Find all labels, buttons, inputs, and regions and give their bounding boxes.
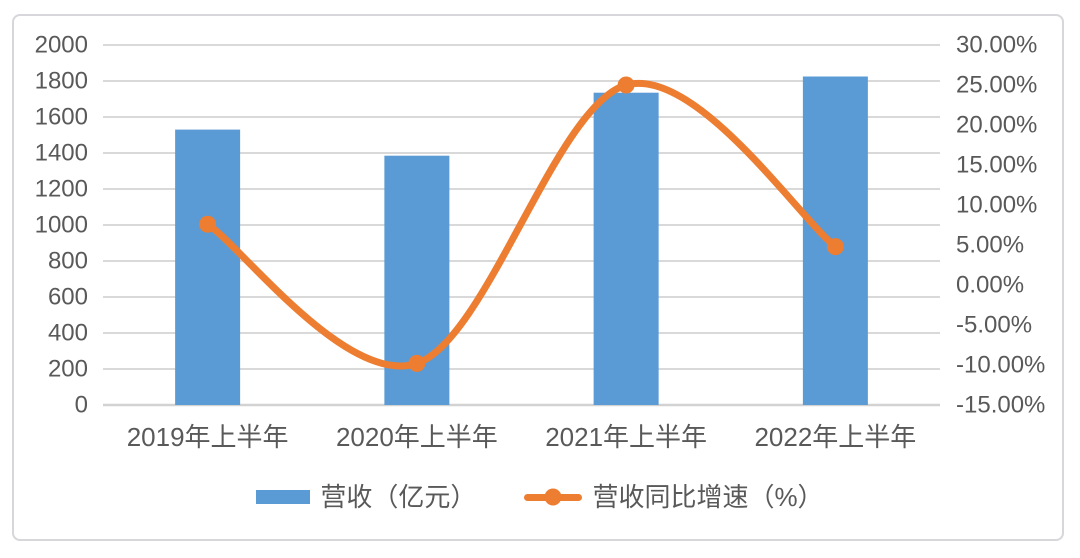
svg-text:10.00%: 10.00% (956, 192, 1037, 219)
svg-text:15.00%: 15.00% (956, 152, 1037, 179)
svg-text:1000: 1000 (35, 212, 88, 239)
svg-text:1600: 1600 (35, 104, 88, 131)
svg-text:2020年上半年: 2020年上半年 (336, 422, 498, 452)
svg-text:-10.00%: -10.00% (956, 352, 1045, 379)
legend: 营收（亿元） 营收同比增速（%） (0, 484, 1080, 510)
legend-label-revenue: 营收（亿元） (320, 482, 477, 512)
legend-label-growth: 营收同比增速（%） (592, 482, 824, 512)
svg-text:-15.00%: -15.00% (956, 392, 1045, 419)
bar-series-swatch-icon (256, 490, 311, 504)
svg-text:-5.00%: -5.00% (956, 312, 1032, 339)
svg-text:5.00%: 5.00% (956, 232, 1024, 259)
svg-text:1200: 1200 (35, 176, 88, 203)
svg-text:20.00%: 20.00% (956, 112, 1037, 139)
svg-text:2021年上半年: 2021年上半年 (545, 422, 707, 452)
line-series-swatch-icon (524, 488, 583, 506)
svg-text:800: 800 (48, 248, 88, 275)
line-marker-icon (544, 488, 562, 506)
svg-text:2022年上半年: 2022年上半年 (754, 422, 916, 452)
svg-text:1800: 1800 (35, 68, 88, 95)
svg-text:200: 200 (48, 356, 88, 383)
svg-text:600: 600 (48, 284, 88, 311)
svg-text:0: 0 (75, 392, 88, 419)
svg-text:2000: 2000 (35, 32, 88, 59)
svg-text:25.00%: 25.00% (956, 72, 1037, 99)
svg-text:1400: 1400 (35, 140, 88, 167)
svg-text:2019年上半年: 2019年上半年 (127, 422, 289, 452)
legend-item-growth: 营收同比增速（%） (524, 482, 824, 512)
svg-text:0.00%: 0.00% (956, 272, 1024, 299)
svg-text:400: 400 (48, 320, 88, 347)
legend-item-revenue: 营收（亿元） (256, 484, 476, 510)
svg-text:30.00%: 30.00% (956, 32, 1037, 59)
